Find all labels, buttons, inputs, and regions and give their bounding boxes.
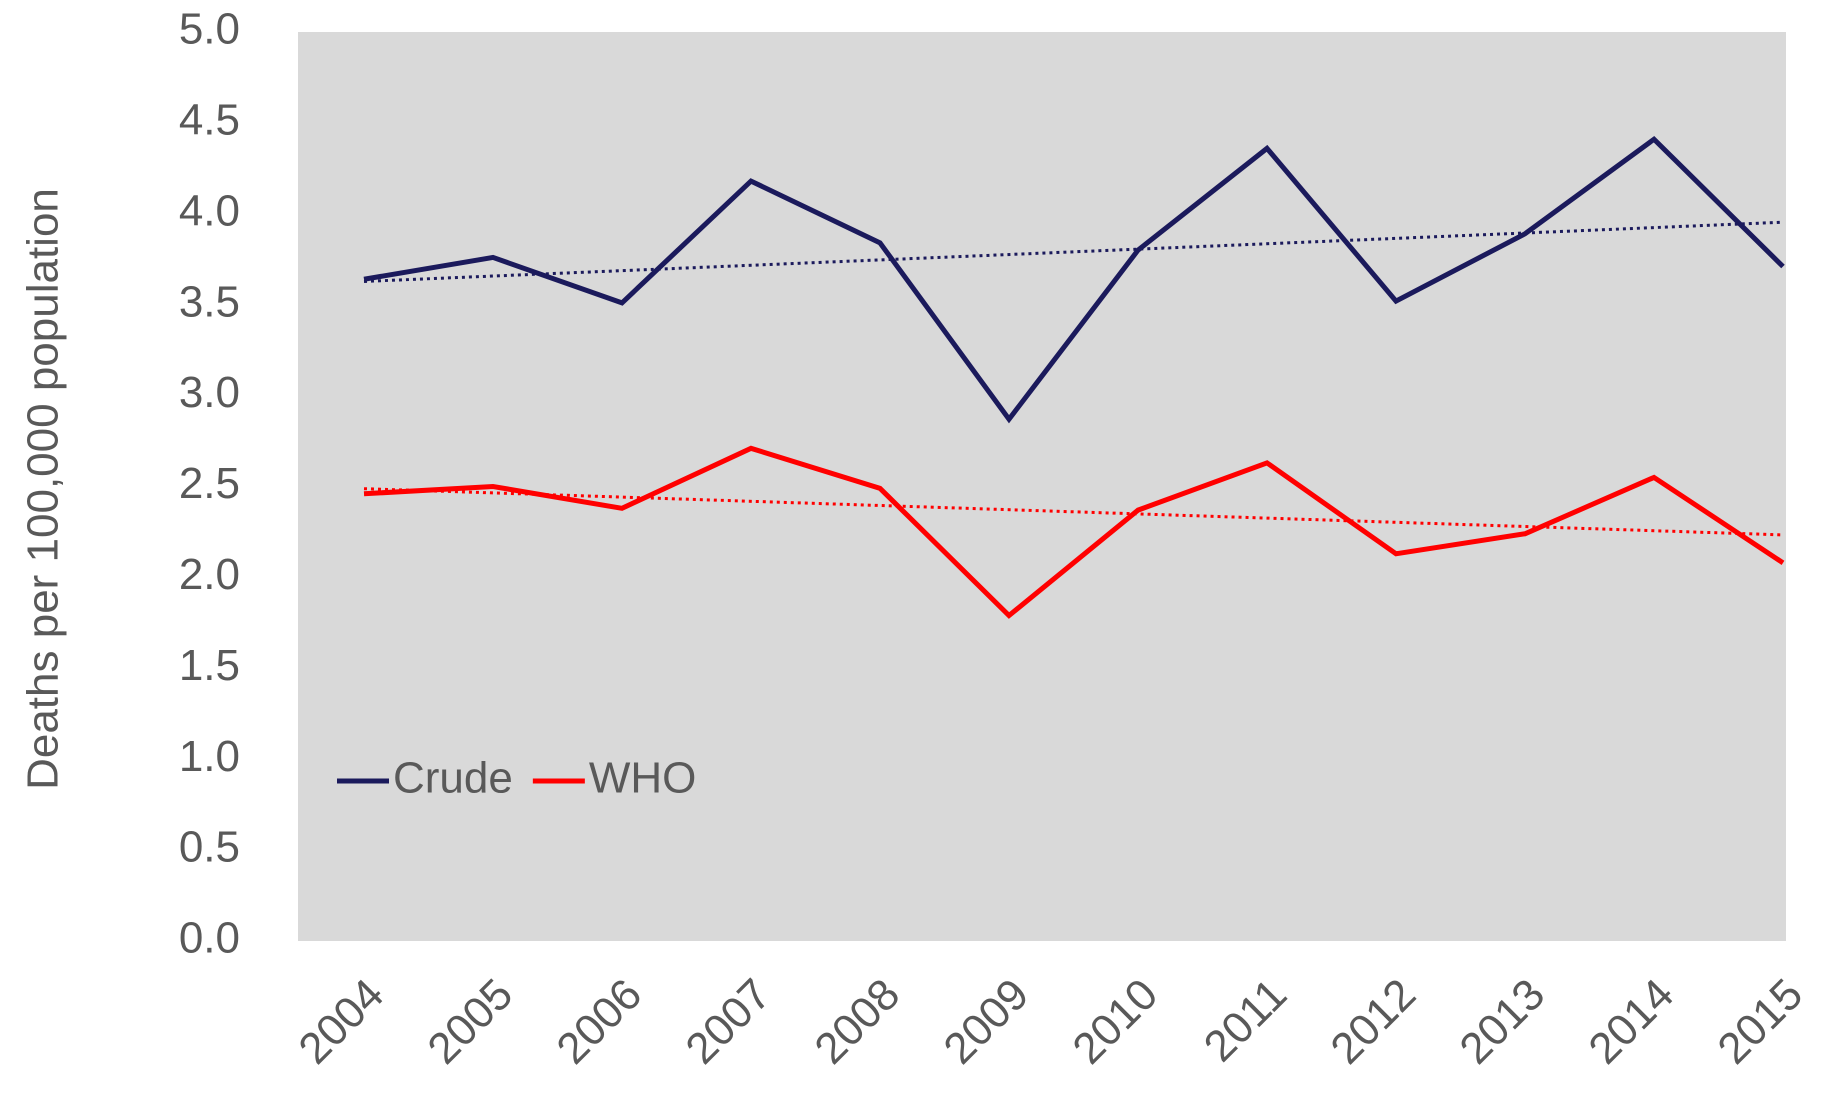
- y-tick-label: 1.0: [179, 732, 240, 781]
- y-tick-label: 4.0: [179, 186, 240, 235]
- plot-area: [298, 32, 1786, 941]
- series-line: [363, 445, 1785, 619]
- legend-label: Crude: [393, 754, 513, 803]
- x-tick-label: 2014: [1579, 970, 1683, 1074]
- trend-line: [363, 220, 1784, 283]
- x-tick-label: 2015: [1708, 970, 1812, 1074]
- y-tick-label: 0.5: [179, 823, 240, 872]
- x-tick-label: 2004: [289, 970, 393, 1074]
- x-tick-label: 2007: [676, 970, 780, 1074]
- y-tick-label: 2.0: [179, 550, 240, 599]
- y-tick-label: 4.5: [179, 96, 240, 145]
- x-tick-label: 2008: [805, 970, 909, 1074]
- trend-line: [363, 487, 1784, 537]
- x-tick-label: 2006: [547, 970, 651, 1074]
- x-tick-label: 2009: [934, 970, 1038, 1074]
- y-axis-title: Deaths per 100,000 population: [19, 188, 68, 790]
- x-tick-label: 2013: [1450, 970, 1554, 1074]
- x-tick-label: 2005: [418, 970, 522, 1074]
- y-tick-label: 0.0: [179, 914, 240, 963]
- series-line: [363, 135, 1785, 424]
- y-tick-label: 3.5: [179, 277, 240, 326]
- y-tick-label: 1.5: [179, 641, 240, 690]
- y-tick-label: 5.0: [179, 5, 240, 54]
- x-tick-label: 2010: [1063, 970, 1167, 1074]
- x-tick-label: 2011: [1195, 970, 1297, 1072]
- y-tick-label: 3.0: [179, 368, 240, 417]
- legend-label: WHO: [589, 754, 697, 803]
- x-tick-label: 2012: [1321, 970, 1425, 1074]
- y-tick-label: 2.5: [179, 459, 240, 508]
